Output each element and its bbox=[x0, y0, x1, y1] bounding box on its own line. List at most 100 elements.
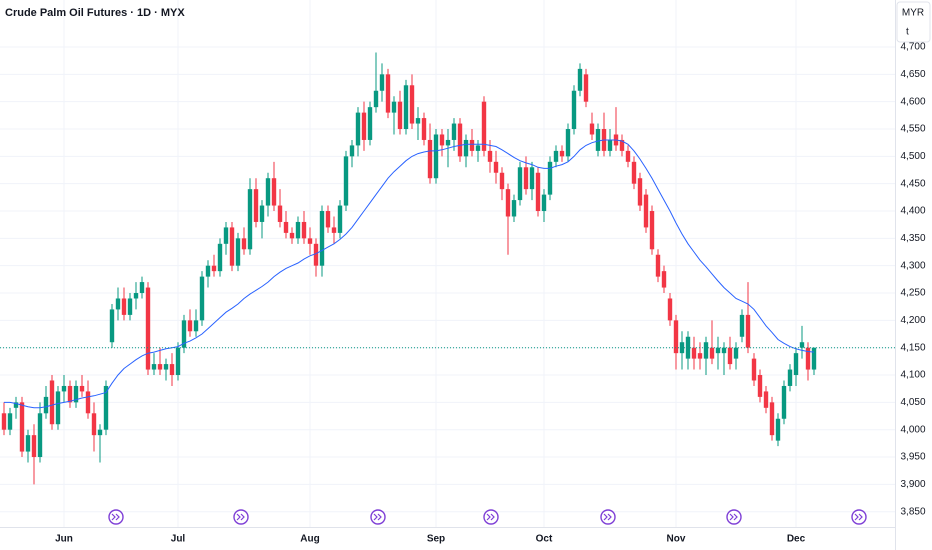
candle-body bbox=[745, 314, 751, 348]
x-tick-label: Sep bbox=[427, 534, 445, 545]
candle-body bbox=[343, 156, 349, 206]
candle-body bbox=[715, 347, 721, 354]
candle-body bbox=[433, 134, 439, 179]
candle-body bbox=[283, 221, 289, 233]
candle-body bbox=[661, 271, 667, 288]
event-marker[interactable] bbox=[233, 509, 249, 525]
candle-body bbox=[187, 320, 193, 332]
candle-body bbox=[229, 227, 235, 266]
candle-body bbox=[79, 385, 85, 392]
event-marker[interactable] bbox=[600, 509, 616, 525]
candle-body bbox=[1, 413, 7, 430]
candle-body bbox=[397, 101, 403, 130]
moving-average-line bbox=[4, 139, 815, 409]
x-tick-label: Jul bbox=[171, 534, 186, 545]
candle-body bbox=[589, 123, 595, 135]
candle-body bbox=[607, 139, 613, 151]
candle-body bbox=[337, 205, 343, 233]
candle-body bbox=[547, 161, 553, 195]
y-tick-label: 3,900 bbox=[900, 479, 925, 490]
y-tick-label: 4,550 bbox=[900, 124, 925, 135]
candle-body bbox=[355, 112, 361, 146]
event-marker[interactable] bbox=[726, 509, 742, 525]
candle-body bbox=[373, 90, 379, 108]
candle-body bbox=[19, 402, 25, 452]
candle-body bbox=[331, 227, 337, 233]
candle-body bbox=[37, 413, 43, 458]
candle-body bbox=[583, 74, 589, 102]
candle-body bbox=[757, 375, 763, 397]
x-tick-label: Aug bbox=[300, 534, 319, 545]
candle-body bbox=[703, 342, 709, 359]
candle-body bbox=[253, 189, 259, 222]
candle-body bbox=[43, 396, 49, 414]
candle-body bbox=[421, 118, 427, 140]
y-tick-label: 4,450 bbox=[900, 178, 925, 189]
event-marker[interactable] bbox=[108, 509, 124, 525]
candle-body bbox=[709, 347, 715, 359]
candle-body bbox=[775, 418, 781, 441]
candle-body bbox=[139, 282, 145, 294]
candle-body bbox=[49, 380, 55, 425]
axis-settings bbox=[896, 1, 931, 43]
candle-body bbox=[451, 123, 457, 140]
candle-body bbox=[271, 178, 277, 206]
candle-body bbox=[751, 358, 757, 381]
candle-body bbox=[811, 347, 817, 370]
x-tick-label: Jun bbox=[55, 534, 73, 545]
candle-body bbox=[655, 254, 661, 277]
candle-body bbox=[793, 353, 799, 376]
candle-body bbox=[691, 347, 697, 359]
candle-body bbox=[265, 178, 271, 206]
candle-body bbox=[475, 145, 481, 151]
event-marker[interactable] bbox=[370, 509, 386, 525]
candle-body bbox=[55, 391, 61, 425]
chart-title: Crude Palm Oil Futures · 1D · MYX bbox=[5, 7, 185, 19]
candle-body bbox=[445, 139, 451, 146]
candle-body bbox=[487, 150, 493, 162]
event-marker[interactable] bbox=[483, 509, 499, 525]
candle-body bbox=[415, 118, 421, 124]
candle-body bbox=[481, 101, 487, 151]
x-tick-label: Nov bbox=[667, 534, 686, 545]
y-tick-label: 4,700 bbox=[900, 42, 925, 53]
candle-body bbox=[595, 129, 601, 151]
candle-body bbox=[409, 85, 415, 124]
candle-body bbox=[121, 298, 127, 315]
scale-button[interactable]: t bbox=[906, 27, 909, 38]
candle-body bbox=[157, 364, 163, 370]
y-tick-label: 4,350 bbox=[900, 233, 925, 244]
y-tick-label: 4,050 bbox=[900, 397, 925, 408]
candle-body bbox=[721, 347, 727, 354]
candle-body bbox=[649, 211, 655, 250]
y-tick-label: 4,600 bbox=[900, 96, 925, 107]
candle-body bbox=[769, 402, 775, 436]
candle-body bbox=[523, 167, 529, 190]
candle-body bbox=[517, 167, 523, 201]
candle-body bbox=[529, 167, 535, 190]
candle-body bbox=[439, 134, 445, 146]
y-tick-label: 4,500 bbox=[900, 151, 925, 162]
y-tick-label: 4,100 bbox=[900, 370, 925, 381]
event-marker[interactable] bbox=[851, 509, 867, 525]
candle-body bbox=[199, 276, 205, 321]
candle-body bbox=[31, 435, 37, 458]
candle-body bbox=[499, 172, 505, 190]
candle-body bbox=[73, 385, 79, 403]
candle-body bbox=[619, 139, 625, 151]
candle-body bbox=[205, 265, 211, 277]
candle-body bbox=[25, 435, 31, 452]
candle-body bbox=[391, 101, 397, 113]
candle-body bbox=[643, 194, 649, 228]
candle-body bbox=[571, 90, 577, 130]
candle-body bbox=[313, 243, 319, 266]
y-tick-label: 3,850 bbox=[900, 506, 925, 517]
currency-button[interactable]: MYR bbox=[902, 8, 924, 19]
candle-body bbox=[535, 172, 541, 212]
candle-body bbox=[541, 194, 547, 212]
candle-body bbox=[319, 211, 325, 266]
candle-body bbox=[511, 200, 517, 217]
candle-body bbox=[493, 161, 499, 173]
x-tick-label: Oct bbox=[536, 534, 553, 545]
